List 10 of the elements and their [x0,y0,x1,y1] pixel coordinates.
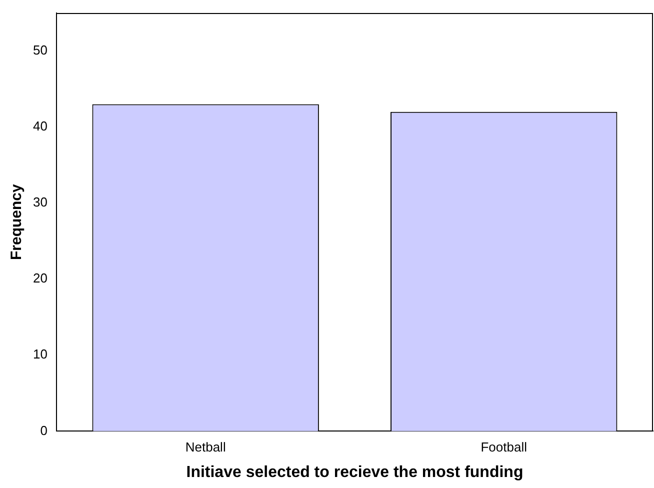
y-tick-label: 10 [32,346,48,362]
y-tick-label: 40 [32,118,48,134]
y-tick-label: 0 [40,422,48,438]
x-tick-label: Football [480,440,528,455]
x-tick-label: Netball [185,440,226,455]
x-axis-title: Initiave selected to recieve the most funding [186,464,524,481]
y-tick-label: 50 [32,42,48,58]
y-tick-label: 20 [32,270,48,286]
y-axis-title: Frequency [8,184,26,260]
y-tick-label: 30 [32,194,48,210]
